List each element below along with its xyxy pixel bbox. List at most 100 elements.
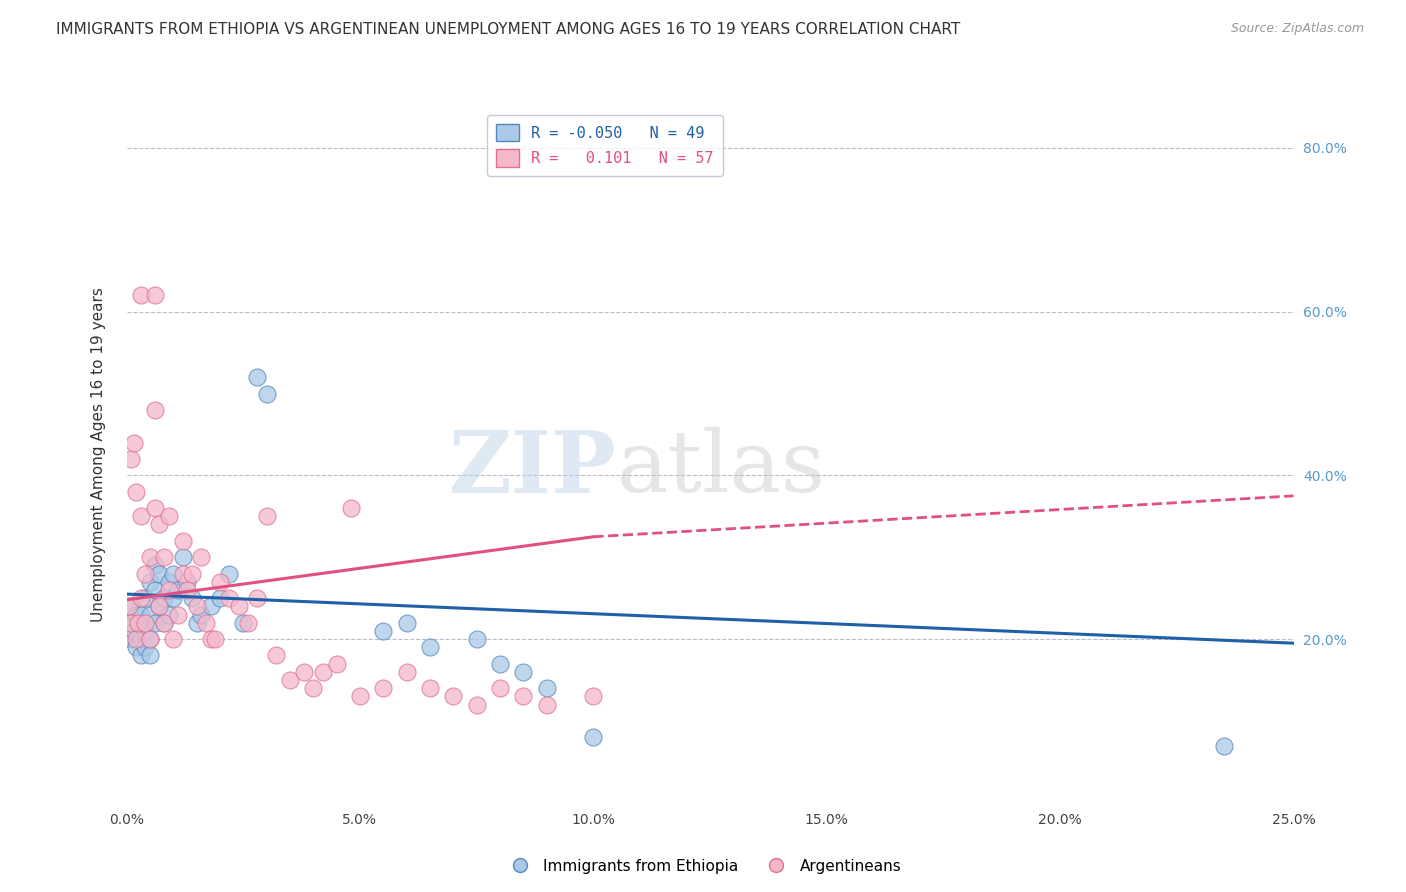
- Point: [256, 509, 278, 524]
- Point: [302, 681, 325, 696]
- Point: [148, 566, 170, 581]
- Point: [311, 665, 333, 679]
- Point: [129, 509, 152, 524]
- Point: [373, 681, 395, 696]
- Point: [139, 574, 162, 589]
- Point: [120, 452, 142, 467]
- Text: ZIP: ZIP: [449, 427, 617, 511]
- Point: [129, 648, 152, 663]
- Point: [208, 574, 231, 589]
- Point: [218, 566, 240, 581]
- Point: [157, 582, 180, 597]
- Legend: R = -0.050   N = 49, R =   0.101   N = 57: R = -0.050 N = 49, R = 0.101 N = 57: [486, 115, 723, 176]
- Point: [465, 632, 488, 646]
- Point: [190, 550, 212, 565]
- Point: [118, 599, 141, 614]
- Point: [153, 615, 176, 630]
- Point: [200, 632, 222, 646]
- Point: [180, 591, 202, 606]
- Point: [157, 607, 180, 622]
- Point: [246, 370, 269, 384]
- Point: [325, 657, 347, 671]
- Point: [122, 435, 145, 450]
- Point: [246, 591, 269, 606]
- Point: [139, 632, 162, 646]
- Point: [157, 574, 180, 589]
- Point: [186, 599, 208, 614]
- Point: [172, 533, 194, 548]
- Point: [536, 681, 558, 696]
- Point: [129, 591, 152, 606]
- Point: [143, 288, 166, 302]
- Point: [139, 632, 162, 646]
- Point: [134, 566, 156, 581]
- Point: [204, 632, 226, 646]
- Point: [228, 599, 250, 614]
- Point: [162, 632, 184, 646]
- Point: [120, 599, 142, 614]
- Text: IMMIGRANTS FROM ETHIOPIA VS ARGENTINEAN UNEMPLOYMENT AMONG AGES 16 TO 19 YEARS C: IMMIGRANTS FROM ETHIOPIA VS ARGENTINEAN …: [56, 22, 960, 37]
- Point: [118, 615, 141, 630]
- Point: [536, 698, 558, 712]
- Point: [143, 615, 166, 630]
- Point: [194, 615, 217, 630]
- Point: [162, 591, 184, 606]
- Point: [339, 501, 361, 516]
- Text: atlas: atlas: [617, 427, 825, 510]
- Point: [349, 690, 371, 704]
- Point: [278, 673, 301, 687]
- Point: [143, 501, 166, 516]
- Point: [134, 624, 156, 638]
- Point: [264, 648, 287, 663]
- Point: [512, 690, 534, 704]
- Point: [582, 690, 605, 704]
- Point: [582, 731, 605, 745]
- Point: [208, 591, 231, 606]
- Point: [129, 288, 152, 302]
- Point: [148, 599, 170, 614]
- Point: [172, 566, 194, 581]
- Point: [465, 698, 488, 712]
- Point: [162, 566, 184, 581]
- Point: [395, 665, 418, 679]
- Point: [236, 615, 259, 630]
- Point: [200, 599, 222, 614]
- Text: Source: ZipAtlas.com: Source: ZipAtlas.com: [1230, 22, 1364, 36]
- Point: [441, 690, 464, 704]
- Point: [134, 615, 156, 630]
- Point: [512, 665, 534, 679]
- Point: [143, 403, 166, 417]
- Point: [122, 624, 145, 638]
- Point: [127, 615, 149, 630]
- Point: [143, 558, 166, 573]
- Point: [139, 550, 162, 565]
- Point: [157, 509, 180, 524]
- Point: [143, 582, 166, 597]
- Point: [218, 591, 240, 606]
- Point: [120, 632, 142, 646]
- Point: [153, 591, 176, 606]
- Point: [176, 574, 198, 589]
- Point: [139, 648, 162, 663]
- Point: [489, 681, 512, 696]
- Point: [129, 607, 152, 622]
- Point: [167, 582, 190, 597]
- Point: [153, 615, 176, 630]
- Point: [395, 615, 418, 630]
- Point: [172, 550, 194, 565]
- Point: [125, 640, 148, 655]
- Point: [134, 591, 156, 606]
- Point: [190, 607, 212, 622]
- Point: [134, 640, 156, 655]
- Point: [292, 665, 315, 679]
- Point: [167, 607, 190, 622]
- Point: [139, 607, 162, 622]
- Point: [373, 624, 395, 638]
- Point: [419, 640, 441, 655]
- Point: [176, 582, 198, 597]
- Point: [419, 681, 441, 696]
- Point: [127, 615, 149, 630]
- Point: [1212, 739, 1234, 753]
- Point: [125, 484, 148, 499]
- Point: [125, 632, 148, 646]
